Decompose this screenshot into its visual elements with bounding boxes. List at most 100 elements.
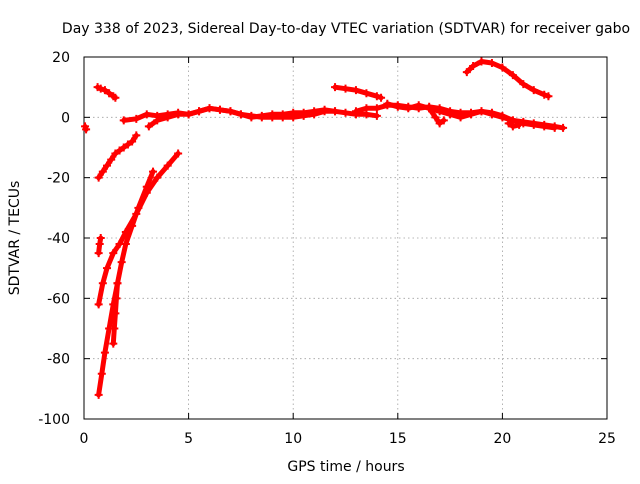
data-point <box>268 113 277 122</box>
data-point <box>498 63 507 72</box>
data-point <box>119 143 128 152</box>
data-point <box>487 110 496 119</box>
data-point <box>111 309 120 318</box>
x-tick-label: 15 <box>389 431 407 447</box>
y-tick-label: -20 <box>47 171 70 187</box>
series-trace <box>426 105 447 126</box>
series-track-b <box>93 83 120 102</box>
series-track-l <box>383 99 559 132</box>
data-point <box>142 182 151 191</box>
data-point <box>111 93 120 102</box>
data-point <box>132 131 141 140</box>
data-point <box>487 59 496 68</box>
data-point <box>205 104 214 113</box>
data-point <box>113 279 122 288</box>
x-tick-label: 20 <box>493 431 511 447</box>
data-point <box>247 111 256 120</box>
data-point <box>94 300 103 309</box>
series-track-o <box>504 119 524 131</box>
data-point <box>103 161 112 170</box>
data-point <box>107 155 116 164</box>
data-point <box>163 113 172 122</box>
data-point <box>128 137 137 146</box>
data-point <box>174 110 183 119</box>
data-point <box>109 249 118 258</box>
data-point <box>94 249 103 258</box>
x-tick-label: 5 <box>184 431 193 447</box>
data-point <box>299 111 308 120</box>
y-tick-label: -40 <box>47 231 70 247</box>
data-point <box>508 122 517 131</box>
data-point <box>372 104 381 113</box>
data-point <box>456 113 465 122</box>
series-track-n <box>462 57 553 101</box>
data-point <box>508 71 517 80</box>
data-point <box>331 83 340 92</box>
data-point <box>112 294 121 303</box>
data-point <box>504 119 513 128</box>
series-track-m <box>425 104 448 128</box>
data-point <box>469 62 478 71</box>
data-point <box>477 57 486 66</box>
data-point <box>550 123 559 132</box>
series-track-d <box>94 234 105 258</box>
data-point <box>134 203 143 212</box>
chart-title: Day 338 of 2023, Sidereal Day-to-day VTE… <box>62 21 630 37</box>
data-point <box>310 110 319 119</box>
data-point <box>529 120 538 129</box>
data-point <box>462 68 471 77</box>
x-tick-label: 10 <box>284 431 302 447</box>
data-point <box>96 234 105 242</box>
series-track-g <box>109 279 122 348</box>
data-point <box>257 113 266 122</box>
data-point <box>529 86 538 95</box>
data-point <box>195 107 204 116</box>
data-point <box>100 348 109 357</box>
data-point <box>540 122 549 131</box>
data-point <box>341 84 350 93</box>
data-point <box>559 123 568 132</box>
x-tick-label: 0 <box>80 431 89 447</box>
x-tick-label: 25 <box>598 431 616 447</box>
data-point <box>425 104 434 113</box>
data-point <box>96 84 105 93</box>
data-point <box>498 113 507 122</box>
data-point <box>128 221 137 230</box>
data-point <box>184 110 193 119</box>
data-point <box>98 167 107 176</box>
series-track-c <box>94 131 141 182</box>
data-point <box>153 173 162 182</box>
series-track-e <box>94 149 183 309</box>
data-point <box>435 107 444 116</box>
data-point <box>414 101 423 110</box>
series-track-a <box>81 122 91 134</box>
data-point <box>105 89 114 98</box>
data-point <box>111 149 120 158</box>
data-point <box>544 92 553 101</box>
data-point <box>100 86 109 95</box>
data-point <box>278 113 287 122</box>
series-track-f <box>94 167 158 399</box>
data-point <box>110 324 119 333</box>
data-point <box>331 107 340 116</box>
data-point <box>372 92 381 101</box>
data-point <box>149 167 158 176</box>
data-point <box>98 279 107 288</box>
data-point <box>540 90 549 99</box>
data-point <box>467 110 476 119</box>
data-point <box>144 122 153 131</box>
y-axis-label: SDTVAR / TECUs <box>7 181 23 296</box>
data-point <box>236 110 245 119</box>
data-point <box>362 104 371 113</box>
y-tick-label: -100 <box>38 412 70 428</box>
data-point <box>215 105 224 114</box>
data-point <box>123 140 132 149</box>
data-point <box>431 113 440 122</box>
x-axis-label: GPS time / hours <box>287 459 404 475</box>
data-point <box>97 369 106 378</box>
y-tick-label: 20 <box>52 50 70 66</box>
data-point <box>289 113 298 122</box>
data-point <box>132 114 141 123</box>
series-trace <box>96 132 139 181</box>
